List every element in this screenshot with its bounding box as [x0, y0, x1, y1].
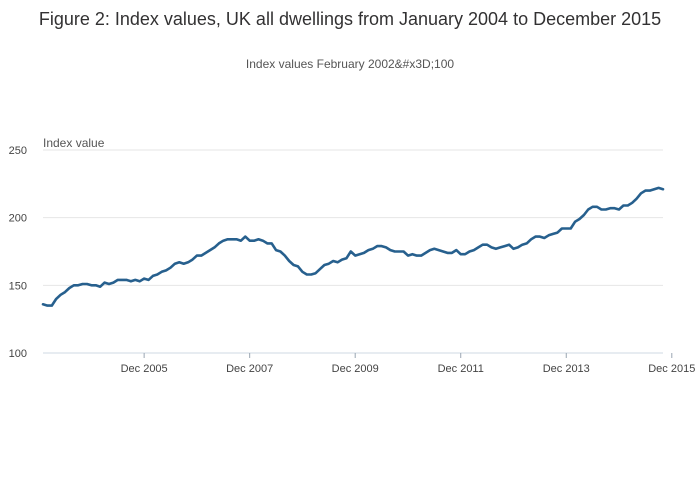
x-tick-label-2: Dec 2009	[332, 363, 379, 375]
chart-subtitle: Index values February 2002&#x3D;100	[245, 57, 455, 71]
x-tick-label-0: Dec 2005	[121, 363, 168, 375]
y-tick-label-250: 250	[9, 145, 27, 157]
chart-title: Figure 2: Index values, UK all dwellings…	[38, 9, 662, 29]
x-tick-label-1: Dec 2007	[226, 363, 273, 375]
y-tick-label-150: 150	[9, 280, 27, 292]
series-line	[41, 186, 665, 307]
x-tick-label-4: Dec 2013	[543, 363, 590, 375]
y-tick-label-200: 200	[9, 213, 27, 225]
x-tick-label-3: Dec 2011	[438, 363, 484, 375]
y-tick-label-100: 100	[9, 348, 27, 360]
y-axis-label: Index value	[43, 136, 105, 150]
x-tick-label-5: Dec 2015	[648, 363, 695, 375]
